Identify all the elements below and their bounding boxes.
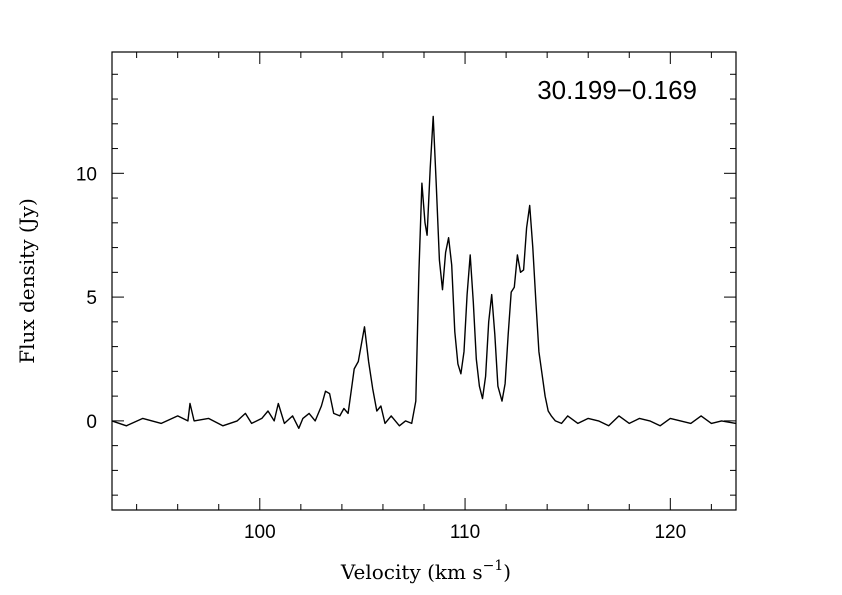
- tick-labels: 100 110 120 0 5 10: [76, 164, 686, 543]
- y-tick-label: 10: [76, 164, 97, 185]
- spectrum-line: [111, 115, 737, 429]
- x-axis-label: Velocity (km s−1): [340, 558, 511, 584]
- plot-frame: [111, 51, 737, 511]
- source-label: 30.199−0.169: [537, 75, 697, 105]
- x-axis-label-exponent: −1: [483, 558, 504, 574]
- x-tick-label: 100: [244, 522, 276, 543]
- x-axis-label-close: ): [503, 560, 511, 584]
- x-tick-label: 110: [450, 522, 480, 543]
- y-axis-label: Flux density (Jy): [15, 198, 39, 364]
- y-tick-label: 5: [86, 288, 97, 309]
- x-axis-label-main: Velocity (km s: [340, 560, 483, 584]
- tick-marks: [112, 52, 736, 510]
- y-tick-label: 0: [86, 412, 97, 433]
- x-tick-label: 120: [654, 522, 686, 543]
